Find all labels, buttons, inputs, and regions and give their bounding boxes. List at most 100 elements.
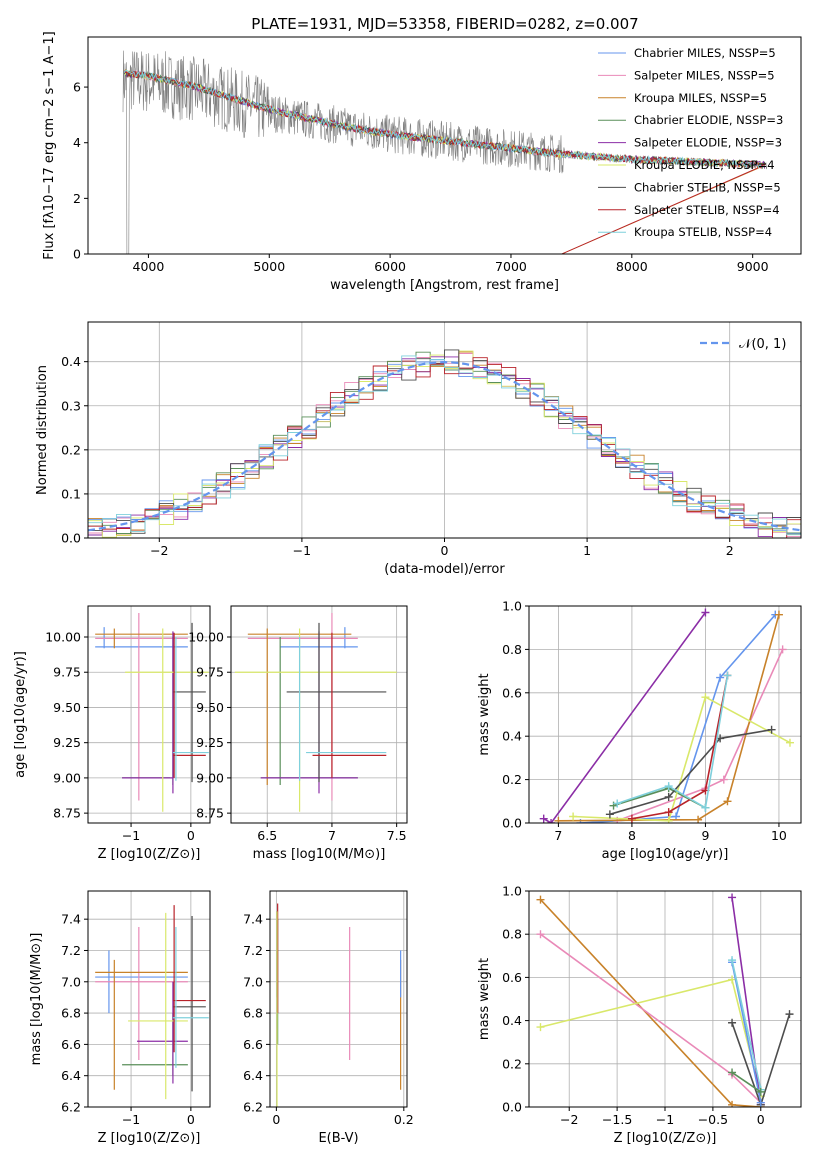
weight-point: [774, 610, 783, 619]
legend-label: Chabrier MILES, NSSP=5: [634, 46, 776, 60]
weight-line: [616, 649, 784, 822]
x-axis-label: Z [log10(Z/Z⊙)]: [614, 1131, 717, 1146]
y-tick-label: 0.0: [502, 1100, 522, 1115]
weight-point: [785, 738, 794, 747]
weight-line: [539, 899, 761, 1107]
plot-area: [122, 50, 768, 254]
weight-point: [778, 645, 787, 654]
x-tick-label: −0.5: [698, 1112, 728, 1127]
x-tick-label: −2: [150, 543, 168, 558]
weight-point: [716, 673, 725, 682]
y-tick-label: 0.4: [61, 354, 81, 369]
y-tick-label: 6.4: [61, 1068, 81, 1083]
legend-label: Kroupa MILES, NSSP=5: [634, 91, 767, 105]
axes-frame: [87, 36, 802, 255]
y-axis-label: mass weight: [477, 958, 492, 1040]
y-tick-label: 7.2: [243, 943, 263, 958]
weight-point: [694, 815, 703, 823]
weight-point: [785, 1010, 794, 1019]
x-tick-label: 6000: [374, 259, 406, 274]
weight-point: [664, 782, 673, 791]
weight-vs-age-panel: 7 8 9 10 0.0 0.2 0.4 0.6 0.8 1.0 age [log10(age/yr…: [477, 599, 802, 862]
legend-label: Chabrier ELODIE, NSSP=3: [634, 113, 783, 127]
weight-point: [728, 975, 737, 984]
weight-point: [728, 893, 737, 902]
y-tick-label: 7.0: [243, 974, 263, 989]
x-tick-label: 10: [771, 828, 787, 843]
y-tick-label: 0.8: [502, 927, 522, 942]
x-tick-label: 7000: [495, 259, 527, 274]
y-tick-label: 9.25: [196, 735, 224, 750]
residual-panel: −2 −1 0 1 2 0.0 0.1 0.2 0.3 0.4 (data-model)/error…: [35, 321, 802, 577]
x-tick-label: 9: [701, 828, 709, 843]
plot-area: [95, 613, 209, 812]
weight-point: [536, 1023, 545, 1032]
legend-label: Salpeter ELODIE, NSSP=3: [634, 136, 782, 150]
y-tick-label: 7.4: [243, 912, 263, 927]
y-axis-label: mass weight: [477, 673, 492, 755]
x-tick-label: −1: [122, 1112, 140, 1127]
y-tick-label: 0.6: [502, 970, 522, 985]
weight-point: [728, 1018, 737, 1027]
y-tick-label: 0.0: [502, 816, 522, 831]
x-tick-label: 0: [757, 1112, 765, 1127]
weight-line: [631, 675, 729, 820]
weight-point: [756, 1098, 765, 1107]
y-tick-label: 9.00: [53, 770, 81, 785]
plot-area: [95, 905, 209, 1100]
plot-area: [276, 903, 402, 1107]
weight-line: [609, 728, 772, 816]
x-axis-label: Z [log10(Z/Z⊙)]: [98, 1131, 201, 1146]
spectrum-panel: 4000 5000 6000 7000 8000 9000 0 2 4 6 wavelength […: [42, 31, 802, 293]
weight-point: [569, 812, 578, 821]
x-tick-label: −1: [656, 1112, 674, 1127]
y-tick-label: 0.3: [61, 398, 81, 413]
y-tick-label: 0.2: [502, 1056, 522, 1071]
weight-point: [554, 816, 563, 823]
plot-area: [234, 613, 397, 812]
mass-vs-metallicity-panel: −1 0 6.2 6.4 6.6 6.8 7.0 7.2 7.4 Z [log10(Z/Z⊙)] m…: [29, 890, 211, 1146]
y-axis-label: age [log10(age/yr)]: [13, 651, 28, 778]
x-tick-label: 0: [441, 543, 449, 558]
weight-vs-metallicity-panel: −2 −1.5 −1 −0.5 0 0.0 0.2 0.4 0.6 0.8 1.0 Z [log10(…: [477, 884, 802, 1146]
x-tick-label: 2: [726, 543, 734, 558]
weight-point: [664, 816, 673, 823]
x-tick-label: 9000: [737, 259, 769, 274]
legend-label: Salpeter MILES, NSSP=5: [634, 68, 775, 82]
weight-line: [616, 675, 729, 810]
plot-area: [539, 608, 794, 823]
y-tick-label: 6.8: [61, 1006, 81, 1021]
plot-area: [88, 349, 801, 538]
weight-point: [728, 956, 737, 965]
y-tick-label: 6: [73, 80, 81, 95]
x-tick-label: 5000: [253, 259, 285, 274]
weight-point: [701, 693, 710, 702]
weight-point: [728, 1100, 737, 1107]
weight-point: [605, 810, 614, 819]
axes-frame: [528, 605, 802, 824]
weight-point: [613, 799, 622, 808]
legend: Chabrier MILES, NSSP=5 Salpeter MILES, NS…: [598, 46, 783, 239]
y-tick-label: 7.4: [61, 912, 81, 927]
x-tick-label: 7.5: [387, 828, 407, 843]
x-tick-label: 0.2: [394, 1112, 414, 1127]
weight-line: [731, 959, 762, 1090]
weight-point: [539, 814, 548, 823]
y-tick-label: 9.75: [53, 665, 81, 680]
x-tick-label: 8000: [616, 259, 648, 274]
x-tick-label: 0: [272, 1112, 280, 1127]
weight-point: [701, 608, 710, 617]
weight-point: [723, 671, 732, 680]
x-tick-label: 4000: [133, 259, 165, 274]
weight-line: [558, 614, 780, 822]
residual-histogram-7: [88, 357, 801, 538]
weight-point: [536, 930, 545, 939]
x-tick-label: 6.5: [257, 828, 277, 843]
y-tick-label: 9.75: [196, 665, 224, 680]
weight-line: [731, 1071, 762, 1093]
legend-label: Kroupa ELODIE, NSSP=4: [634, 158, 775, 172]
y-tick-label: 0.6: [502, 685, 522, 700]
x-tick-label: 8: [628, 828, 636, 843]
weight-point: [627, 814, 636, 823]
y-tick-label: 6.6: [243, 1037, 263, 1052]
